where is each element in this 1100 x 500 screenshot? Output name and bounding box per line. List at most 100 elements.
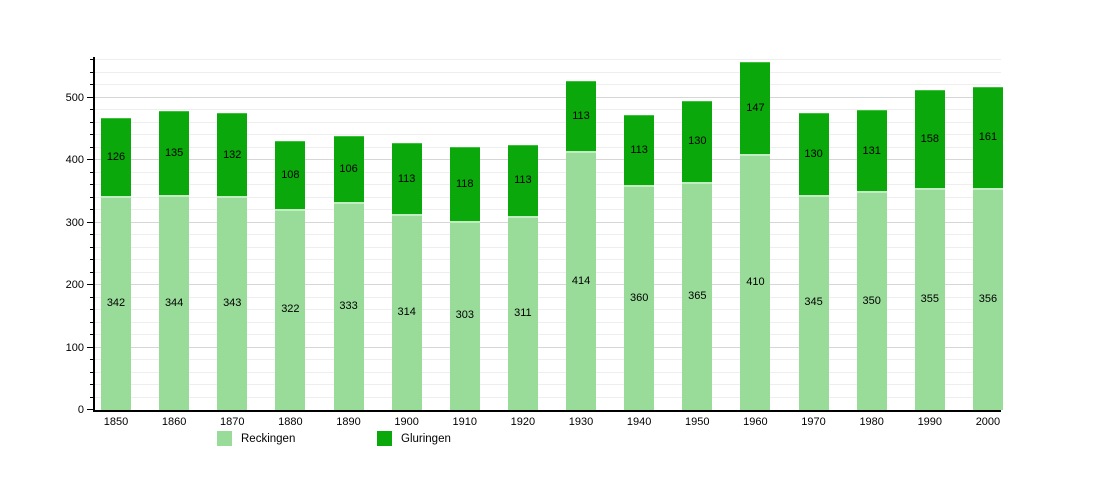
bar-segment-reckingen-1920 <box>507 215 538 410</box>
x-axis-tick-label: 1970 <box>801 416 826 428</box>
bar-segment-reckingen-1880 <box>275 208 306 410</box>
bar-segment-gluringen-2000 <box>972 87 1003 188</box>
y-axis-tick <box>90 209 93 211</box>
bar-value-label-gluringen: 132 <box>223 148 242 161</box>
y-axis-tick <box>87 346 93 348</box>
gridline-minor <box>95 171 1001 173</box>
bar-value-label-gluringen: 113 <box>630 143 648 156</box>
y-axis-tick-label: 0 <box>77 404 84 416</box>
y-axis-tick <box>90 271 93 273</box>
bar-value-label-gluringen: 106 <box>339 162 358 175</box>
y-axis-tick <box>90 384 93 386</box>
bar-value-label-gluringen: 126 <box>106 151 126 164</box>
gridline-minor <box>95 146 1001 148</box>
bar-value-label-gluringen: 147 <box>746 102 765 115</box>
bar-value-label-reckingen: 355 <box>920 293 939 306</box>
x-axis-tick-label: 1850 <box>103 416 129 428</box>
y-axis-tick-label: 400 <box>65 154 84 167</box>
gridline-minor <box>95 396 1001 398</box>
bar-segment-gluringen-1980 <box>856 109 887 192</box>
bar-segment-gluringen-1950 <box>682 100 713 183</box>
bar-value-label-reckingen: 365 <box>688 290 707 303</box>
y-axis-tick <box>90 359 93 361</box>
y-axis-tick <box>90 371 93 373</box>
bar-segment-reckingen-1870 <box>217 195 248 410</box>
bar-value-label-gluringen: 113 <box>514 174 532 187</box>
bar-value-label-reckingen: 343 <box>223 296 242 309</box>
bar-value-label-reckingen: 344 <box>164 296 184 309</box>
gridline-minor <box>95 309 1001 311</box>
y-axis-tick <box>90 296 93 298</box>
gridline-minor <box>95 196 1001 198</box>
bar-value-label-gluringen: 113 <box>397 172 416 185</box>
bar-value-label-reckingen: 356 <box>978 292 998 305</box>
gridline-major <box>95 221 1001 223</box>
legend-item-gluringen: Gluringen <box>377 431 451 446</box>
y-axis-tick <box>90 171 93 173</box>
bar-value-label-reckingen: 345 <box>804 296 823 309</box>
bar-value-label-gluringen: 118 <box>455 177 474 190</box>
y-axis-tick <box>90 234 93 236</box>
bar-segment-gluringen-1850 <box>101 117 131 197</box>
bar-value-label-reckingen: 410 <box>746 275 765 288</box>
gridline-minor <box>95 84 1001 86</box>
gridline-minor <box>95 184 1001 186</box>
y-axis-tick <box>90 184 93 186</box>
y-axis-tick-label: 100 <box>65 341 84 354</box>
bar-value-label-reckingen: 360 <box>629 291 649 304</box>
y-axis-tick <box>87 409 93 410</box>
y-axis-tick <box>87 96 93 98</box>
gridline-minor <box>95 121 1001 123</box>
gridline-minor <box>95 296 1001 298</box>
bar-segment-reckingen-1950 <box>682 182 713 410</box>
gridline-minor <box>95 234 1001 236</box>
bar-value-label-reckingen: 311 <box>514 306 532 319</box>
bar-segment-gluringen-1970 <box>798 113 829 195</box>
bar-segment-gluringen-1900 <box>391 143 422 214</box>
legend-swatch-reckingen <box>217 431 232 446</box>
x-axis-tick-label: 1870 <box>220 416 245 428</box>
y-axis-tick-label: 500 <box>65 91 84 104</box>
gridline-minor <box>95 134 1001 136</box>
bar-value-label-reckingen: 414 <box>571 274 591 287</box>
bar-segment-reckingen-1900 <box>391 213 422 410</box>
y-axis-tick <box>90 196 93 198</box>
bar-value-label-reckingen: 350 <box>862 294 881 307</box>
bar-segment-reckingen-1980 <box>856 191 887 410</box>
gridline-minor <box>95 259 1001 261</box>
gridline-minor <box>95 271 1001 273</box>
bar-segment-reckingen-1910 <box>449 220 480 410</box>
bar-segment-reckingen-1940 <box>624 185 655 410</box>
y-axis-tick <box>90 134 93 136</box>
bar-segment-gluringen-1870 <box>217 113 248 196</box>
x-axis-tick-label: 1940 <box>626 416 652 428</box>
bar-segment-gluringen-1920 <box>507 145 538 216</box>
bar-segment-gluringen-1990 <box>914 89 945 189</box>
x-axis-tick-label: 1930 <box>568 416 594 428</box>
x-axis-line <box>93 410 1001 412</box>
y-axis-tick <box>90 259 93 261</box>
gridline-minor <box>95 371 1001 373</box>
bar-value-label-reckingen: 303 <box>455 309 474 322</box>
bar-value-label-gluringen: 135 <box>164 147 184 159</box>
bar-value-label-reckingen: 333 <box>339 300 358 313</box>
bar-segment-gluringen-1860 <box>159 110 190 196</box>
bar-value-label-gluringen: 130 <box>804 147 823 160</box>
y-axis-tick <box>90 396 93 398</box>
bar-value-label-gluringen: 130 <box>688 135 707 148</box>
x-axis-tick-label: 1950 <box>685 416 710 428</box>
bar-value-label-reckingen: 322 <box>281 303 300 316</box>
bar-segment-gluringen-1890 <box>333 135 364 203</box>
gridline-major <box>95 159 1001 161</box>
bar-segment-reckingen-1960 <box>740 153 771 410</box>
y-axis-tick <box>90 146 93 148</box>
y-axis-tick <box>90 246 93 248</box>
bar-value-label-gluringen: 108 <box>281 169 300 182</box>
bar-value-label-gluringen: 113 <box>572 110 590 123</box>
gridline-major <box>95 346 1001 348</box>
bar-value-label-gluringen: 161 <box>978 131 998 144</box>
y-axis-tick <box>90 109 93 111</box>
y-axis-tick <box>90 71 93 73</box>
plot-area: 0 100 200 300 400 500 342 126 1850 344 135 1860 343 1… <box>66 57 1003 428</box>
